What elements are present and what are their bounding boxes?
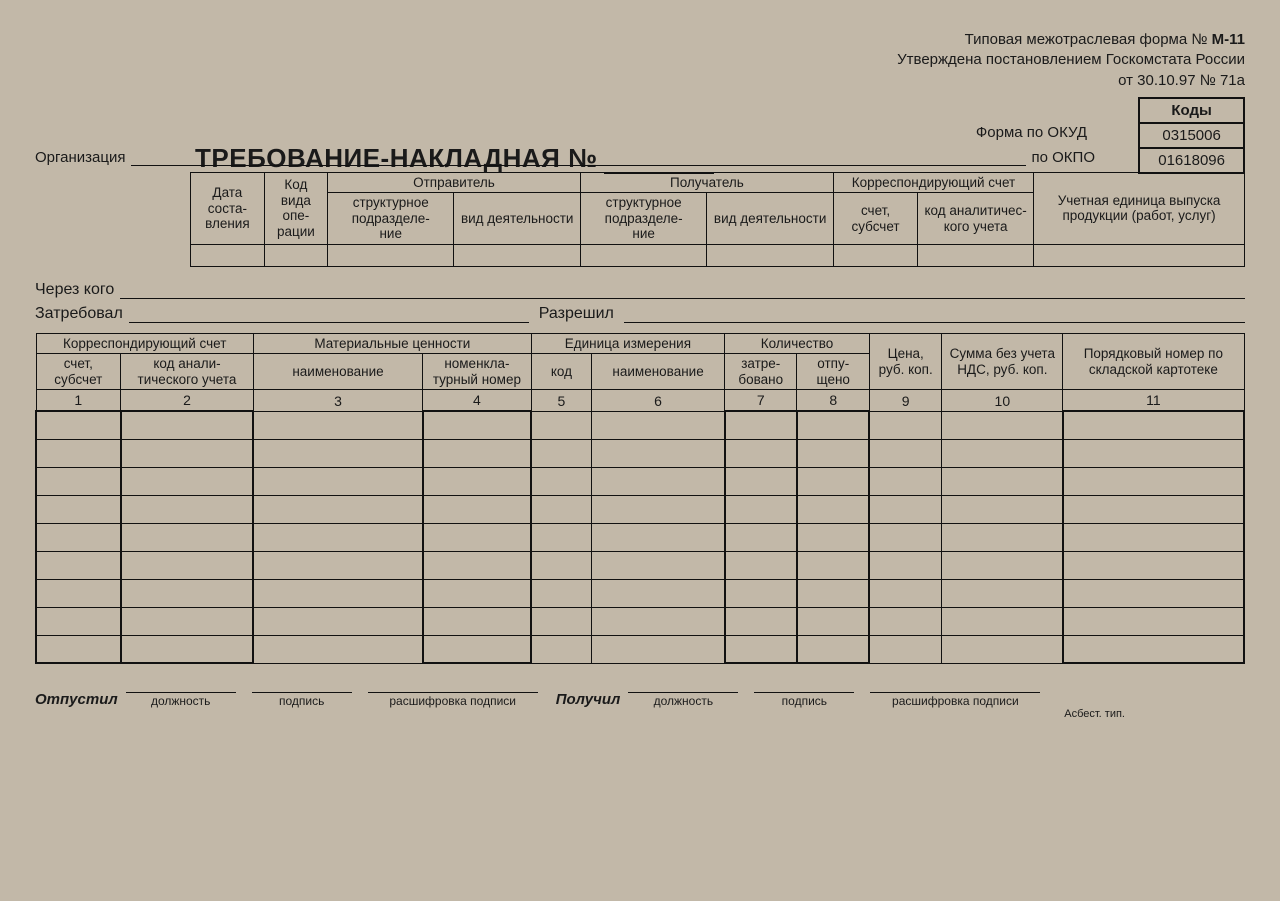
received-position-field[interactable]: [628, 678, 738, 693]
mt-colnum-11: 11: [1063, 390, 1244, 412]
hdr-opcode: Код вида опе- рации: [264, 172, 327, 244]
codes-box: Коды 0315006 01618096: [1138, 97, 1245, 174]
hdr-recip-subdiv: структурное подразделе- ние: [580, 193, 706, 245]
mt-col-8: отпу- щено: [797, 354, 869, 390]
received-position-cap: должность: [654, 694, 714, 708]
organization-field[interactable]: [131, 150, 1025, 166]
released-position-field[interactable]: [126, 678, 236, 693]
hdr-recipient: Получатель: [580, 172, 833, 193]
hdr-recip-activity: вид деятельности: [707, 193, 833, 245]
mt-col-9: Цена, руб. коп.: [869, 333, 941, 390]
mt-body-row[interactable]: [36, 551, 1244, 579]
through-label: Через кого: [35, 281, 114, 299]
mt-col-6: наименование: [592, 354, 725, 390]
mt-body-row[interactable]: [36, 607, 1244, 635]
received-decode-cap: расшифровка подписи: [892, 694, 1019, 708]
mt-body-row[interactable]: [36, 411, 1244, 439]
approval-form-code: М-11: [1212, 31, 1245, 48]
mt-colnum-2: 2: [121, 390, 254, 412]
received-sign-cap: подпись: [782, 694, 827, 708]
mt-col-11: Порядковый номер по складской картотеке: [1063, 333, 1244, 390]
main-table: Корреспондирующий счет Материальные ценн…: [35, 333, 1245, 665]
hdr-sender: Отправитель: [328, 172, 581, 193]
okud-value: 0315006: [1139, 123, 1244, 148]
mt-colnum-4: 4: [423, 390, 532, 412]
mt-col-1: счет, субсчет: [36, 354, 121, 390]
approval-line1-pre: Типовая межотраслевая форма №: [965, 31, 1212, 48]
mt-body-row[interactable]: [36, 579, 1244, 607]
signature-row: Отпустил должность подпись расшифровка п…: [35, 678, 1245, 708]
released-decode-cap: расшифровка подписи: [389, 694, 516, 708]
header-data-row[interactable]: [191, 244, 1245, 266]
mt-body-row[interactable]: [36, 635, 1244, 663]
mt-body-row[interactable]: [36, 467, 1244, 495]
hdr-unit: Учетная единица выпуска продукции (работ…: [1034, 172, 1245, 244]
mt-col-7: затре- бовано: [725, 354, 797, 390]
through-field[interactable]: [120, 283, 1245, 299]
received-sign-field[interactable]: [754, 678, 854, 693]
released-sign-field[interactable]: [252, 678, 352, 693]
mt-colnum-1: 1: [36, 390, 121, 412]
header-table: Дата соста- вления Код вида опе- рации О…: [190, 172, 1245, 267]
organization-label: Организация: [35, 149, 125, 166]
codes-header: Коды: [1139, 98, 1244, 123]
mt-colnum-9: 9: [869, 390, 941, 412]
mt-colnum-10: 10: [942, 390, 1063, 412]
mt-colnum-3: 3: [253, 390, 422, 412]
hdr-date: Дата соста- вления: [191, 172, 265, 244]
mt-col-4: номенкла- турный номер: [423, 354, 532, 390]
received-label: Получил: [556, 691, 621, 708]
codes-table: Коды 0315006 01618096: [1138, 97, 1245, 174]
mt-colnum-5: 5: [531, 390, 591, 412]
okud-label: Форма по ОКУД: [976, 124, 1087, 141]
released-sign-cap: подпись: [279, 694, 324, 708]
okpo-value: 01618096: [1139, 148, 1244, 173]
mt-grp-corr: Корреспондирующий счет: [36, 333, 253, 354]
released-label: Отпустил: [35, 691, 118, 708]
hdr-sender-subdiv: структурное подразделе- ние: [328, 193, 454, 245]
mt-grp-materials: Материальные ценности: [253, 333, 531, 354]
mt-col-5: код: [531, 354, 591, 390]
mt-col-2: код анали- тического учета: [121, 354, 254, 390]
mt-colnum-8: 8: [797, 390, 869, 412]
received-decode-field[interactable]: [870, 678, 1040, 693]
mt-body-row[interactable]: [36, 495, 1244, 523]
mt-grp-qty: Количество: [725, 333, 870, 354]
approval-block: Типовая межотраслевая форма № М-11 Утвер…: [35, 30, 1245, 91]
mt-col-10: Сумма без учета НДС, руб. коп.: [942, 333, 1063, 390]
released-position-cap: должность: [151, 694, 211, 708]
approval-line1: Типовая межотраслевая форма № М-11: [35, 30, 1245, 50]
allowed-label: Разрешил: [539, 305, 614, 323]
printer-mark: Асбест. тип.: [35, 708, 1125, 720]
mt-colnum-7: 7: [725, 390, 797, 412]
hdr-corr: Корреспондирующий счет: [833, 172, 1033, 193]
approval-line3: от 30.10.97 № 71а: [35, 71, 1245, 91]
mt-colnum-6: 6: [592, 390, 725, 412]
mt-number-row: 1234567891011: [36, 390, 1244, 412]
hdr-account: счет, субсчет: [833, 193, 917, 245]
allowed-field[interactable]: [624, 307, 1245, 323]
approval-line2: Утверждена постановлением Госкомстата Ро…: [35, 50, 1245, 70]
hdr-sender-activity: вид деятельности: [454, 193, 580, 245]
requested-label: Затребовал: [35, 305, 123, 323]
released-decode-field[interactable]: [368, 678, 538, 693]
mt-col-3: наименование: [253, 354, 422, 390]
requested-field[interactable]: [129, 307, 529, 323]
mt-body-row[interactable]: [36, 439, 1244, 467]
mt-grp-measure: Единица измерения: [531, 333, 724, 354]
mt-body-row[interactable]: [36, 523, 1244, 551]
okpo-label: по ОКПО: [1032, 149, 1096, 166]
hdr-anacode: код аналитичес- кого учета: [918, 193, 1034, 245]
